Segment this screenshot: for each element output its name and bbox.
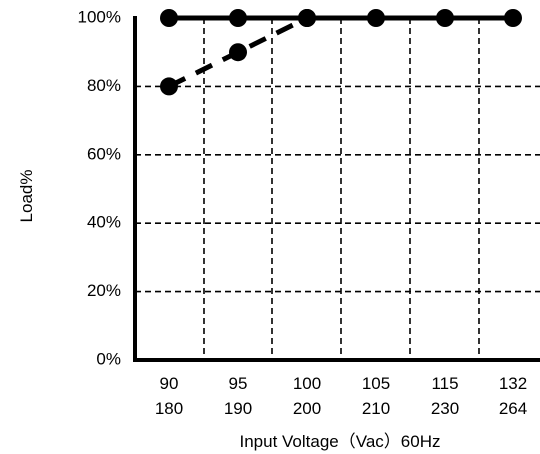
- x-tick-label-line1: 105: [362, 374, 390, 393]
- point-layer: [160, 9, 522, 96]
- y-tick-label: 20%: [87, 281, 121, 300]
- x-tick-label-line1: 100: [293, 374, 321, 393]
- x-axis-label: Input Voltage（Vac）60Hz: [240, 432, 441, 451]
- tick-labels: 0% 20% 40% 60% 80% 100% 90 180 95 190 100 200 105 210…: [78, 7, 528, 418]
- data-point: [160, 77, 178, 96]
- x-tick-label-line1: 132: [499, 374, 527, 393]
- data-point: [436, 9, 454, 27]
- x-tick-label-line2: 264: [499, 399, 527, 418]
- data-point: [298, 9, 316, 27]
- y-tick-label: 40%: [87, 213, 121, 232]
- data-point: [160, 9, 178, 27]
- x-tick-label-line1: 90: [160, 374, 179, 393]
- x-tick-label-line2: 230: [431, 399, 459, 418]
- x-tick-label-line2: 210: [362, 399, 390, 418]
- y-tick-label: 60%: [87, 144, 121, 163]
- data-point: [504, 9, 522, 27]
- y-tick-label: 0%: [96, 349, 121, 368]
- data-point: [367, 9, 385, 27]
- y-tick-label: 80%: [87, 76, 121, 95]
- data-point: [229, 9, 247, 27]
- data-point: [229, 43, 247, 62]
- x-tick-label-line1: 95: [229, 374, 248, 393]
- x-tick-label-line1: 115: [431, 374, 458, 393]
- axes: [133, 16, 540, 362]
- grid-lines: [135, 18, 540, 360]
- x-tick-label-line2: 200: [293, 399, 321, 418]
- y-tick-label: 100%: [78, 7, 121, 26]
- x-tick-label-line2: 180: [155, 399, 183, 418]
- x-tick-label-line2: 190: [224, 399, 252, 418]
- y-axis-label: Load%: [17, 170, 36, 223]
